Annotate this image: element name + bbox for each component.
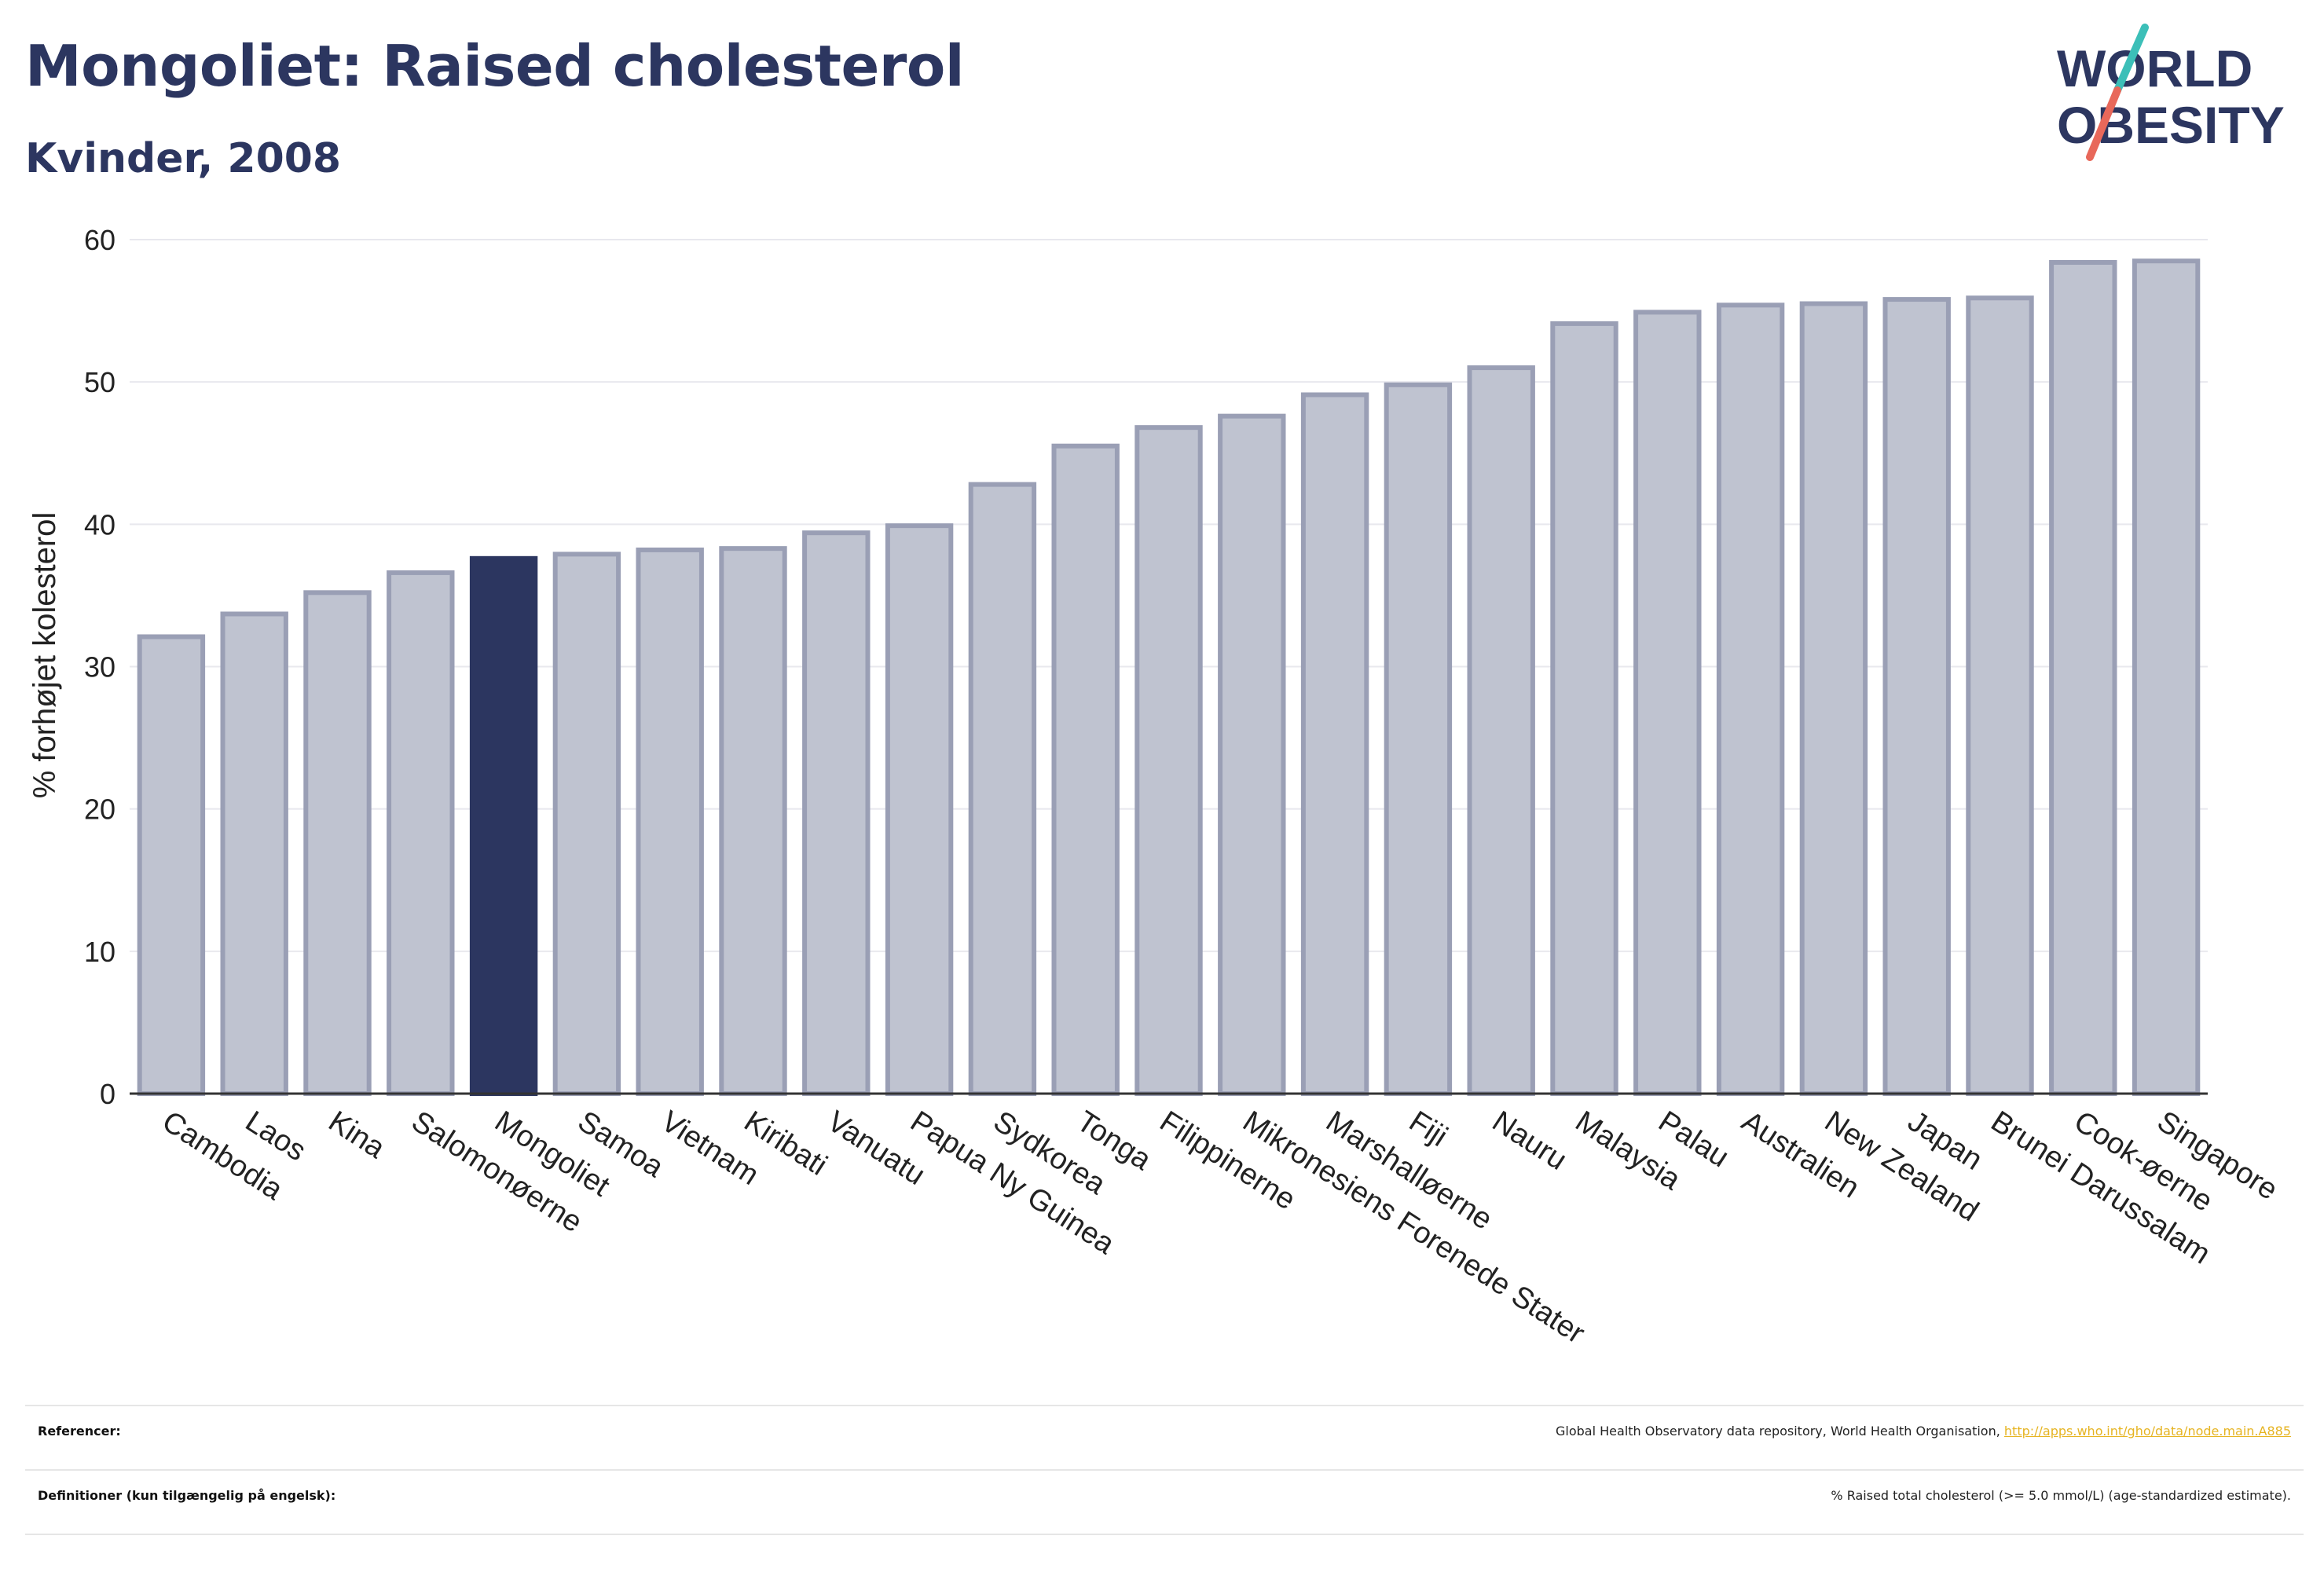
bar-filippinerne bbox=[1135, 425, 1203, 1096]
world-obesity-logo: WORLD OBESITY bbox=[2057, 24, 2285, 161]
references-label: Referencer: bbox=[38, 1424, 121, 1439]
bar-palau bbox=[1633, 310, 1702, 1096]
x-tick-label: Fiji bbox=[1403, 1105, 1453, 1153]
bar-salomonøerne bbox=[387, 570, 455, 1096]
y-tick-label: 20 bbox=[84, 793, 115, 826]
y-tick-label: 60 bbox=[84, 224, 115, 256]
footer-references: Referencer: Global Health Observatory da… bbox=[25, 1405, 2304, 1469]
bar-singapore bbox=[2132, 258, 2201, 1096]
bar-vanuatu bbox=[802, 530, 871, 1096]
bar-tonga bbox=[1051, 443, 1120, 1096]
references-value: Global Health Observatory data repositor… bbox=[1556, 1424, 2291, 1439]
bar-new-zealand bbox=[1799, 301, 1868, 1096]
page-title: Mongoliet: Raised cholesterol bbox=[25, 33, 965, 99]
bar-samoa bbox=[552, 552, 621, 1096]
definitions-value: % Raised total cholesterol (>= 5.0 mmol/… bbox=[1831, 1488, 2291, 1503]
footer-definitions: Definitioner (kun tilgængelig på engelsk… bbox=[25, 1469, 2304, 1535]
y-axis-label: % forhøjet kolesterol bbox=[27, 512, 62, 799]
bar-laos bbox=[220, 611, 288, 1096]
bar-sydkorea bbox=[968, 482, 1037, 1096]
bar-fiji bbox=[1384, 382, 1453, 1097]
bar-australien bbox=[1716, 302, 1785, 1096]
x-tick-label: Nauru bbox=[1486, 1105, 1573, 1177]
bar-cook-øerne bbox=[2049, 259, 2117, 1096]
definitions-label: Definitioner (kun tilgængelig på engelsk… bbox=[38, 1488, 336, 1503]
bar-marshalløerne bbox=[1300, 392, 1369, 1096]
y-tick-label: 0 bbox=[100, 1078, 115, 1110]
bar-mikronesiens-forenede-stater bbox=[1218, 413, 1286, 1096]
y-tick-labels: 0 10 20 30 40 50 60 bbox=[84, 224, 115, 1110]
bar-brunei-darussalam bbox=[1966, 295, 2034, 1096]
references-text: Global Health Observatory data repositor… bbox=[1556, 1424, 2004, 1439]
references-link[interactable]: http://apps.who.int/gho/data/node.main.A… bbox=[2003, 1424, 2291, 1439]
bar-mongoliet bbox=[469, 555, 538, 1096]
y-tick-label: 50 bbox=[84, 366, 115, 398]
y-tick-label: 10 bbox=[84, 936, 115, 968]
logo-line1: WORLD bbox=[2057, 39, 2253, 97]
bar-cambodia bbox=[137, 634, 206, 1096]
y-tick-label: 40 bbox=[84, 508, 115, 541]
bar-vietnam bbox=[636, 547, 704, 1096]
bar-japan bbox=[1882, 297, 1951, 1096]
y-tick-label: 30 bbox=[84, 651, 115, 684]
bar-nauru bbox=[1467, 365, 1535, 1096]
bar-papua-ny-guinea bbox=[885, 523, 954, 1096]
bars bbox=[137, 258, 2201, 1097]
x-tick-label: Kina bbox=[323, 1105, 391, 1165]
page-subtitle: Kvinder, 2008 bbox=[25, 135, 342, 182]
bar-kiribati bbox=[719, 546, 787, 1096]
bar-kina bbox=[303, 590, 372, 1096]
bar-malaysia bbox=[1550, 321, 1618, 1097]
